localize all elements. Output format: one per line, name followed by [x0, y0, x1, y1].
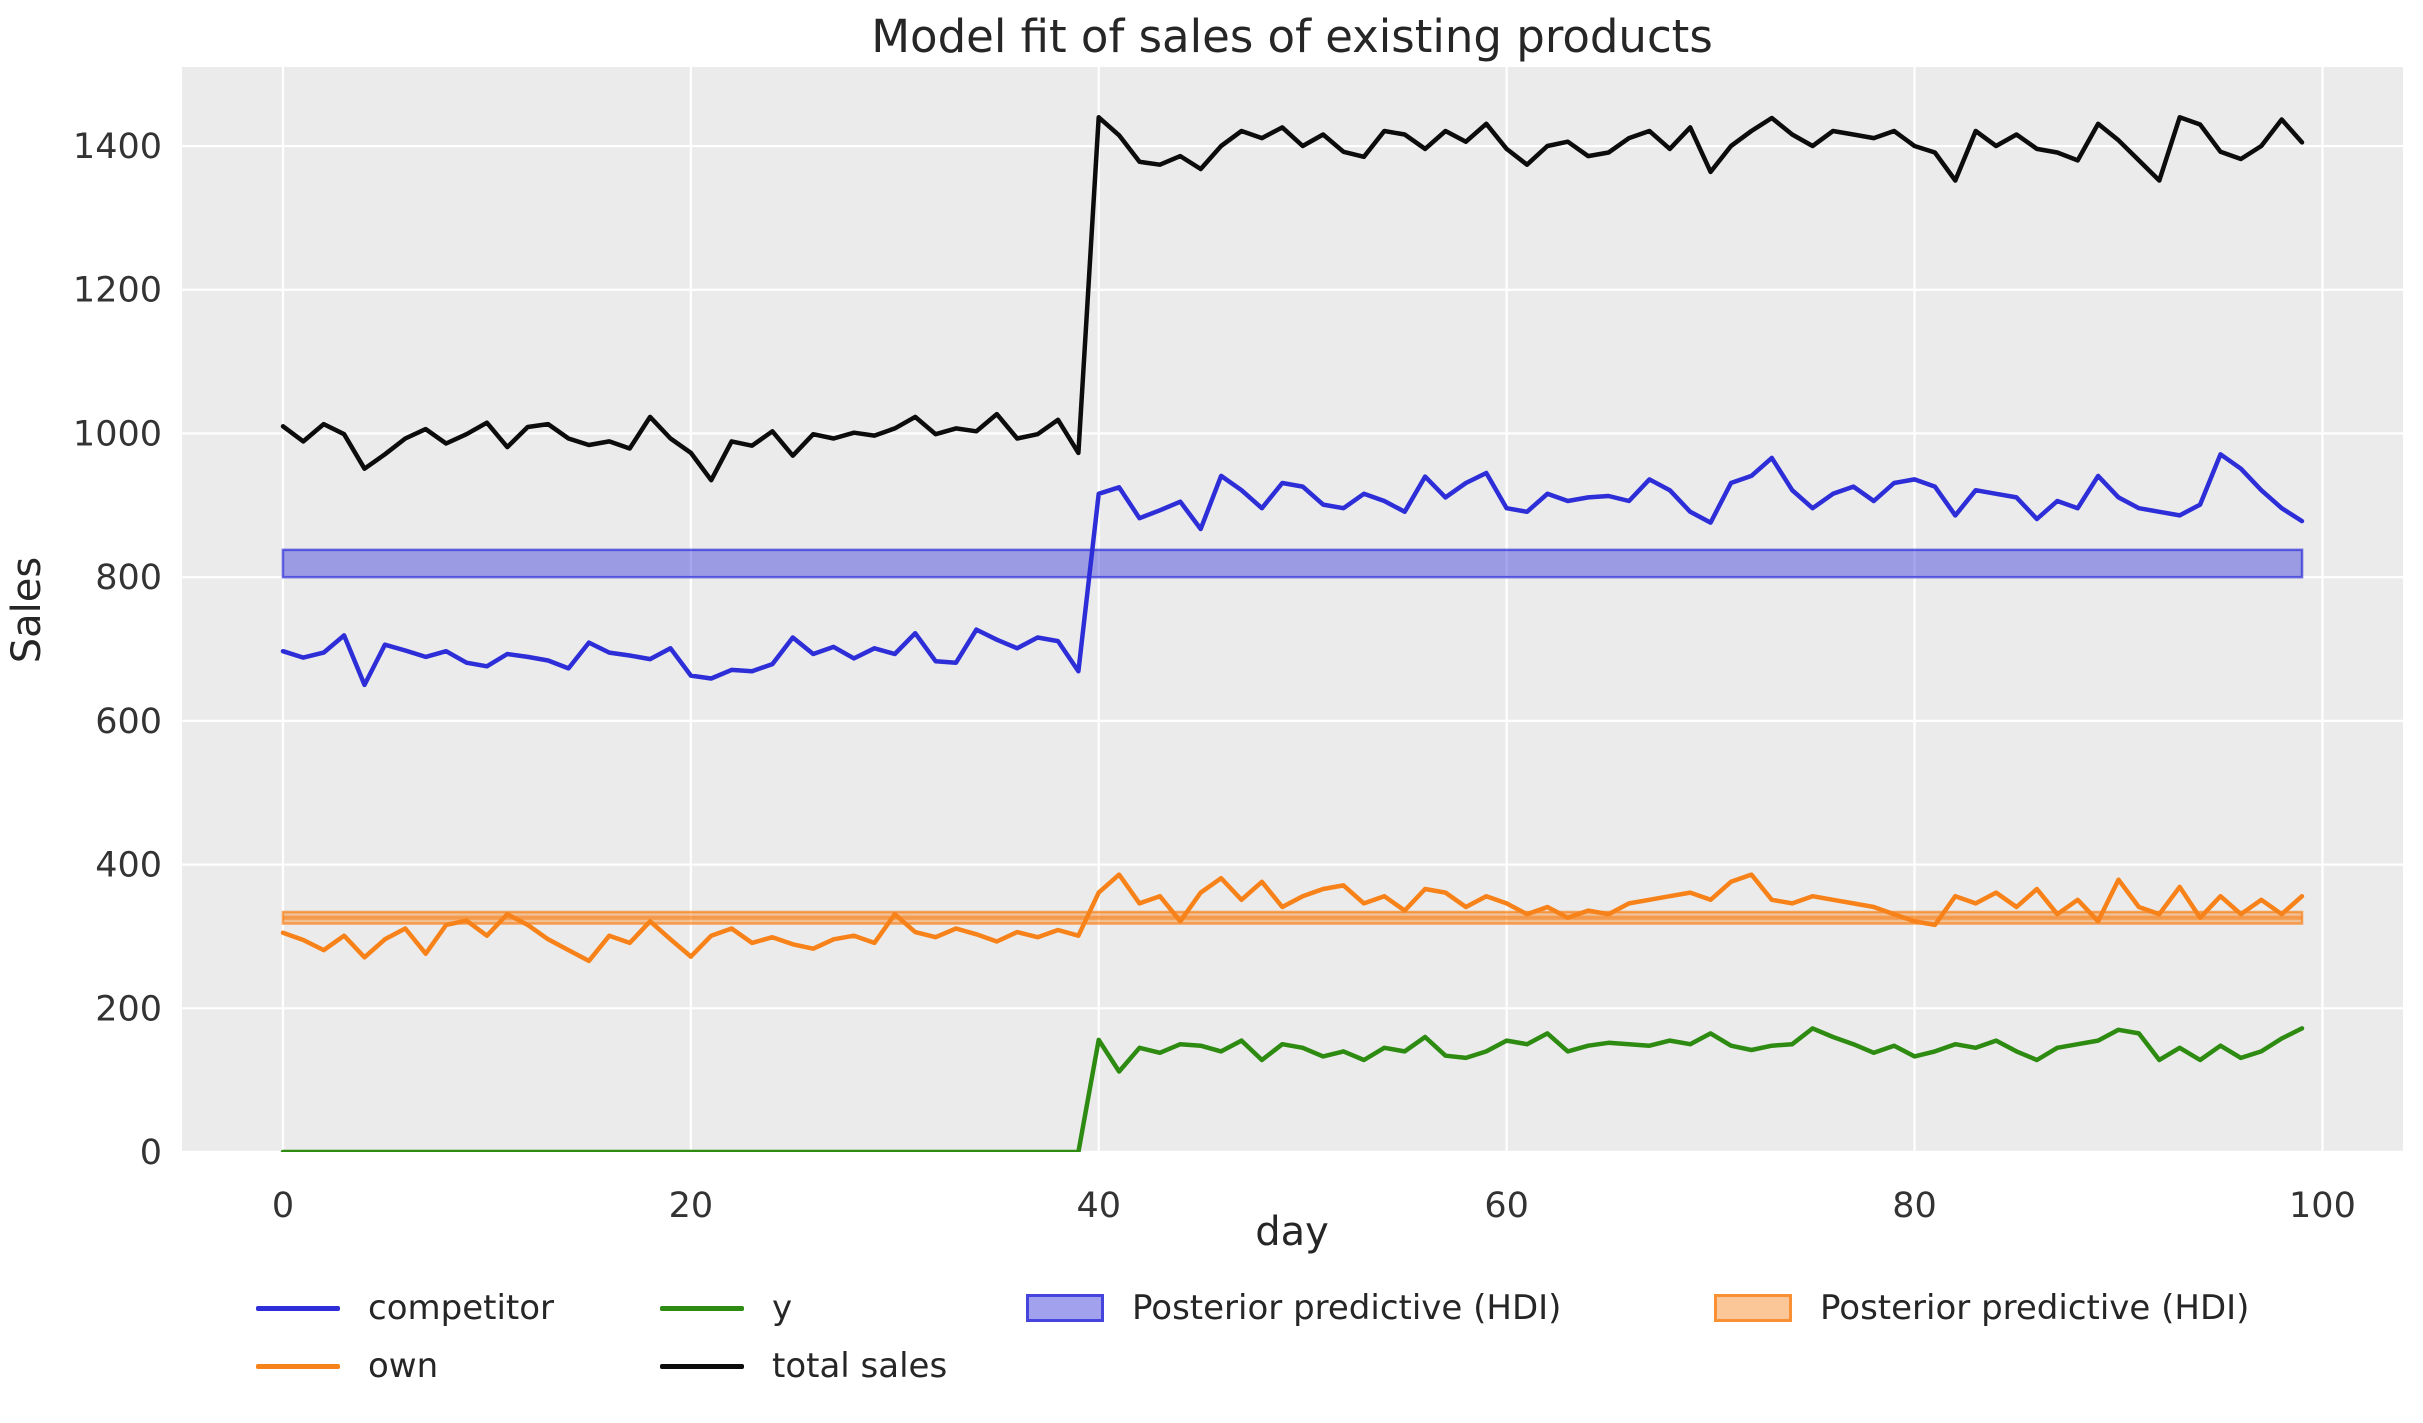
- x-tick-label: 20: [669, 1186, 714, 1226]
- series-line-y: [280, 1026, 2305, 1152]
- legend-label: y: [772, 1288, 793, 1328]
- legend-label: total sales: [772, 1346, 948, 1386]
- y-tick-labels: 0 200 400 600 800 1000 1200 1400: [73, 127, 162, 1173]
- y-axis-label: Sales: [4, 557, 50, 663]
- hdi-bands: [281, 548, 2304, 925]
- legend-item-total-sales: total sales: [660, 1346, 947, 1386]
- legend-patch-swatch: [1714, 1294, 1792, 1322]
- y-tick-label: 1200: [73, 271, 162, 311]
- legend-item-posterior-predictive-orange: Posterior predictive (HDI): [1714, 1288, 2249, 1328]
- x-tick-label: 0: [272, 1186, 294, 1226]
- y-tick-label: 1400: [73, 127, 162, 167]
- series-line-own: [280, 872, 2305, 964]
- legend-line-swatch: [256, 1363, 340, 1369]
- x-tick-label: 40: [1076, 1186, 1121, 1226]
- legend-label: Posterior predictive (HDI): [1132, 1288, 1562, 1328]
- series-line-total-sales: [280, 115, 2305, 483]
- legend-label: own: [368, 1346, 439, 1386]
- legend-item-y: y: [660, 1288, 792, 1328]
- y-tick-label: 800: [95, 558, 162, 598]
- y-tick-label: 0: [140, 1133, 162, 1173]
- x-tick-label: 80: [1892, 1186, 1937, 1226]
- legend-item-competitor: competitor: [256, 1288, 554, 1328]
- x-tick-labels: 0 20 40 60 80 100: [272, 1186, 2356, 1226]
- legend-line-swatch: [660, 1305, 744, 1311]
- legend-label: competitor: [368, 1288, 555, 1328]
- legend-patch-swatch: [1026, 1294, 1104, 1322]
- legend-line-swatch: [256, 1305, 340, 1311]
- legend-item-own: own: [256, 1346, 438, 1386]
- plot-area: [182, 67, 2403, 1152]
- x-tick-label: 60: [1484, 1186, 1529, 1226]
- x-tick-label: 100: [2289, 1186, 2356, 1226]
- y-tick-label: 400: [95, 846, 162, 886]
- legend-label: Posterior predictive (HDI): [1820, 1288, 2250, 1328]
- x-axis-label: day: [1255, 1209, 1329, 1255]
- hdi-band: [281, 548, 2304, 579]
- y-tick-label: 600: [95, 702, 162, 742]
- legend-line-swatch: [660, 1363, 744, 1369]
- y-tick-label: 1000: [73, 414, 162, 454]
- data-lines: [280, 115, 2305, 1152]
- y-tick-label: 200: [95, 989, 162, 1029]
- series-line-competitor: [280, 452, 2305, 688]
- legend-item-posterior-predictive-blue: Posterior predictive (HDI): [1026, 1288, 1561, 1328]
- chart-title: Model fit of sales of existing products: [871, 10, 1713, 63]
